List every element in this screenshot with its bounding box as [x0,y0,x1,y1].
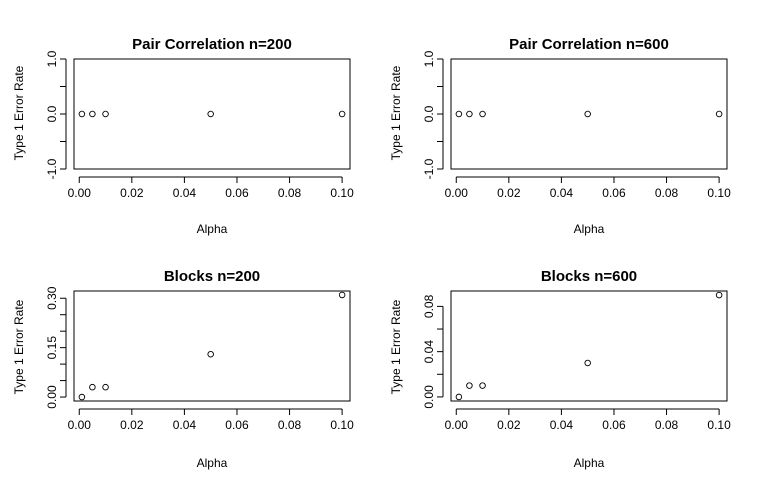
data-point [479,110,486,118]
x-tick-label: 0.02 [120,186,144,200]
x-tick-label: 0.00 [68,186,92,200]
y-tick-label: 1.0 [45,50,59,67]
x-tick-label: 0.06 [602,186,626,200]
x-tick-label: 0.10 [707,418,731,432]
plot-area: 0.00 0.02 0.04 0.06 0.08 0.10 0.00 0.15 0.30 [45,286,354,432]
data-point [89,383,96,391]
data-point [584,359,591,367]
y-axis-label: Type 1 Error Rate [389,299,403,394]
data-point [466,382,473,389]
y-tick-label: 0.00 [45,385,59,409]
x-tick-label: 0.08 [655,418,679,432]
plot-frame [73,290,351,402]
x-tick-label: 0.10 [707,186,731,200]
y-tick-label: 0.00 [422,385,436,409]
x-tick-label: 0.00 [445,418,469,432]
y-tick-label: 0.0 [422,105,436,122]
data-point [78,110,86,118]
x-tick-label: 0.00 [445,186,469,200]
panel-blocks-n600: Blocks n=600 Alpha Type 1 Error Rate [389,268,637,470]
x-tick-label: 0.10 [330,418,354,432]
chart-title: Blocks n=600 [541,268,637,285]
data-point [715,291,723,299]
data-point [89,110,96,118]
plot-area: 0.00 0.02 0.04 0.06 0.08 0.10 -1.0 0.0 1.0 [45,50,354,200]
x-tick-label: 0.04 [550,186,574,200]
data-point [455,110,463,118]
x-tick-label: 0.00 [68,418,92,432]
data-point [207,350,214,358]
data-point [338,110,346,118]
data-point [584,110,591,118]
x-tick-label: 0.06 [602,418,626,432]
data-point [338,291,346,299]
panel-blocks-n200: Blocks n=200 Alpha Type 1 Error Rate [12,268,260,470]
y-tick-label: 0.08 [422,294,436,318]
plot-frame [73,58,351,170]
plot-area: 0.00 0.02 0.04 0.06 0.08 0.10 -1.0 0.0 1.0 [422,50,731,200]
x-tick-label: 0.02 [120,418,144,432]
y-tick-label: 0.04 [422,340,436,364]
x-axis-label: Alpha [574,456,605,470]
x-tick-label: 0.02 [497,418,521,432]
x-tick-label: 0.06 [225,418,249,432]
x-tick-label: 0.04 [173,418,197,432]
y-tick-label: -1.0 [45,158,59,179]
data-point [207,110,214,118]
panel-pair-correlation-n200: Pair Correlation n=200 Alpha Type 1 Erro… [12,36,292,236]
y-tick-label: 0.0 [45,105,59,122]
x-tick-label: 0.04 [550,418,574,432]
y-axis-label: Type 1 Error Rate [12,65,26,160]
data-point [466,110,473,118]
y-tick-label: 0.15 [45,336,59,360]
data-point [479,382,486,389]
x-axis-label: Alpha [574,222,605,236]
chart-title: Pair Correlation n=600 [509,36,669,53]
y-axis-label: Type 1 Error Rate [389,65,403,160]
data-point [102,110,109,118]
plot-area: 0.00 0.02 0.04 0.06 0.08 0.10 0.00 0.04 0.08 [422,290,731,432]
plot-frame [450,58,728,170]
data-point [455,393,463,401]
x-tick-label: 0.08 [655,186,679,200]
y-tick-label: -1.0 [422,158,436,179]
data-point [715,110,723,118]
chart-title: Pair Correlation n=200 [132,36,292,53]
x-tick-label: 0.04 [173,186,197,200]
panel-pair-correlation-n600: Pair Correlation n=600 Alpha Type 1 Erro… [389,36,669,236]
x-axis-label: Alpha [197,222,228,236]
y-axis-label: Type 1 Error Rate [12,299,26,394]
x-tick-label: 0.06 [225,186,249,200]
x-tick-label: 0.10 [330,186,354,200]
data-point [102,383,109,391]
y-tick-label: 1.0 [422,50,436,67]
chart-title: Blocks n=200 [164,268,260,285]
x-tick-label: 0.02 [497,186,521,200]
plot-frame [450,290,728,402]
x-tick-label: 0.08 [278,186,302,200]
x-tick-label: 0.08 [278,418,302,432]
x-axis-label: Alpha [197,456,228,470]
data-point [78,393,86,401]
y-tick-label: 0.30 [45,286,59,310]
